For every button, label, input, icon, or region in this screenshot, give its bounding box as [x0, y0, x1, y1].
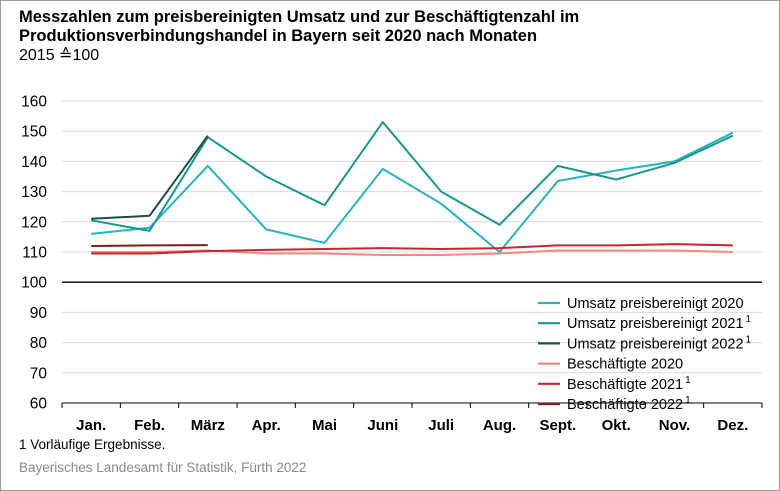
chart-title: Messzahlen zum preisbereinigten Umsatz u… — [19, 8, 759, 46]
series-line-2 — [91, 135, 209, 220]
legend-label-3: Beschäftigte 2020 — [567, 357, 683, 373]
x-tick-label-4: Mai — [312, 417, 337, 434]
source-note: Bayerisches Landesamt für Statistik, Für… — [19, 460, 307, 475]
chart-subtitle: 2015 ≙100 — [19, 47, 100, 64]
legend-label-0: Umsatz preisbereinigt 2020 — [567, 296, 744, 312]
y-tick-label-80: 80 — [30, 335, 48, 352]
x-tick-label-6: Juli — [428, 417, 454, 434]
x-tick-label-3: Apr. — [252, 417, 281, 434]
y-tick-label-120: 120 — [21, 214, 47, 231]
footnote: 1 Vorläufige Ergebnisse. — [19, 437, 166, 452]
series-line-1 — [91, 121, 734, 232]
legend-label-1: Umsatz preisbereinigt 2021 1 — [567, 314, 752, 332]
title-line-1: Messzahlen zum preisbereinigten Umsatz u… — [19, 8, 580, 26]
y-tick-label-90: 90 — [30, 305, 48, 322]
x-tick-label-7: Aug. — [483, 417, 516, 434]
y-tick-label-110: 110 — [22, 245, 47, 262]
legend-label-4: Beschäftigte 2021 1 — [567, 375, 691, 393]
x-tick-label-10: Nov. — [659, 417, 690, 434]
x-tick-label-2: März — [191, 417, 225, 434]
y-tick-label-160: 160 — [21, 94, 47, 111]
x-tick-label-5: Juni — [367, 417, 398, 434]
legend-label-2: Umsatz preisbereinigt 2022 1 — [567, 334, 752, 352]
y-tick-label-60: 60 — [30, 396, 48, 413]
x-tick-label-1: Feb. — [134, 417, 165, 434]
legend-label-5: Beschäftigte 2022 1 — [567, 395, 691, 413]
y-tick-label-150: 150 — [21, 124, 47, 141]
y-tick-label-140: 140 — [21, 154, 47, 171]
x-tick-label-0: Jan. — [76, 417, 106, 434]
x-tick-label-9: Okt. — [602, 417, 631, 434]
x-tick-label-8: Sept. — [539, 417, 576, 434]
y-tick-label-100: 100 — [21, 275, 47, 292]
series-line-5 — [91, 244, 208, 247]
series-line-0 — [91, 131, 734, 253]
y-tick-label-130: 130 — [21, 184, 47, 201]
title-line-2: Produktionsverbindungshandel in Bayern s… — [19, 27, 538, 45]
x-tick-label-11: Dez. — [717, 417, 748, 434]
y-tick-label-70: 70 — [30, 365, 48, 382]
series-line-4 — [91, 243, 733, 255]
